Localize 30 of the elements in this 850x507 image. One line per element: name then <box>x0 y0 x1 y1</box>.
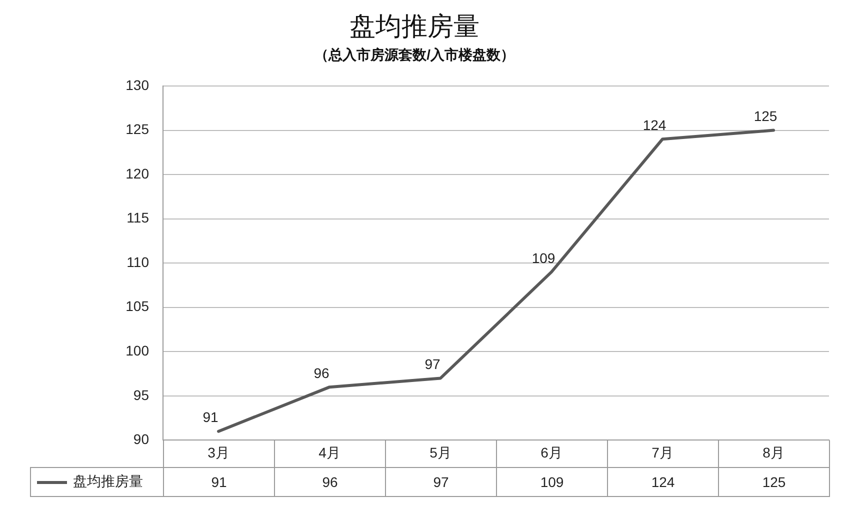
data-label: 96 <box>274 468 386 496</box>
x-tick-label: 7月 <box>652 444 674 460</box>
y-tick-label: 95 <box>133 386 150 403</box>
y-tick-label: 105 <box>126 298 150 314</box>
annotation: 125 <box>754 108 778 124</box>
y-tick-label: 120 <box>126 165 150 182</box>
x-tick-label: 8月 <box>762 444 784 460</box>
y-tick-label: 90 <box>133 431 150 448</box>
data-label: 124 <box>608 468 718 496</box>
y-tick-label: 110 <box>126 254 150 270</box>
annotation: 91 <box>202 409 218 426</box>
data-label: 125 <box>718 468 830 496</box>
x-tick-label: 4月 <box>318 444 340 460</box>
data-label: 109 <box>496 468 608 496</box>
annotation: 97 <box>424 356 440 372</box>
x-tick-label: 5月 <box>430 444 452 460</box>
data-label: 97 <box>386 468 496 496</box>
x-tick-label: 6月 <box>540 444 562 460</box>
data-label: 91 <box>164 468 274 496</box>
chart-subtitle: （总入市房源套数/入市楼盘数） <box>314 46 514 62</box>
annotation: 109 <box>532 250 556 266</box>
y-tick-label: 125 <box>126 121 150 138</box>
annotation: 96 <box>314 364 330 381</box>
chart-title: 盘均推房量 <box>350 10 480 41</box>
legend-label: 盘均推房量 <box>30 468 164 496</box>
y-tick-label: 130 <box>126 76 150 93</box>
x-tick-label: 3月 <box>208 444 230 460</box>
y-tick-label: 100 <box>126 342 150 359</box>
y-tick-label: 115 <box>126 210 150 226</box>
annotation: 124 <box>642 116 666 133</box>
